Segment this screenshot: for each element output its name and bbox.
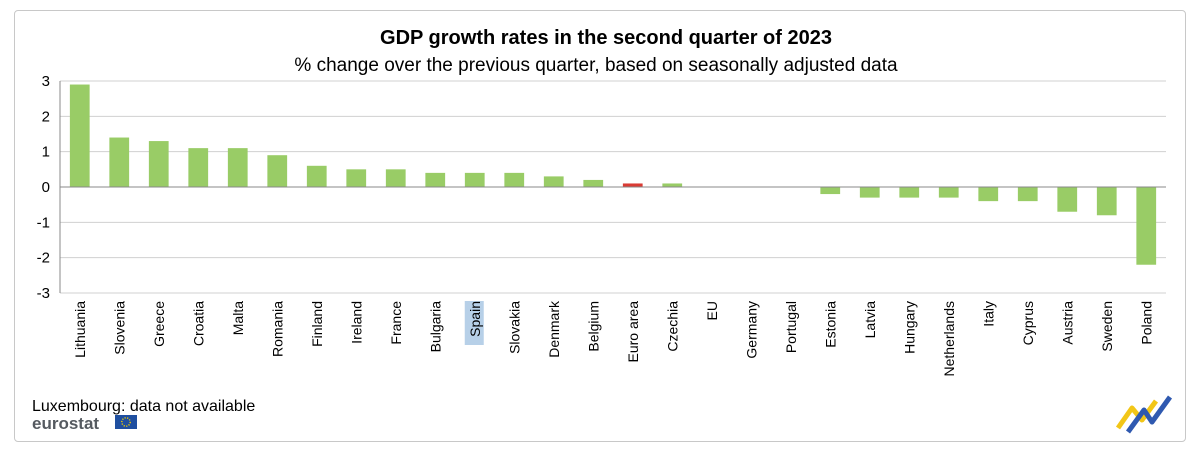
eurostat-wordmark: eurostat <box>32 414 99 433</box>
category-label: Austria <box>1059 301 1075 345</box>
bar-latvia <box>859 187 880 198</box>
label-selection-highlight <box>464 301 484 345</box>
category-label: Germany <box>743 301 759 359</box>
gridlines <box>59 80 1166 294</box>
bar-malta <box>227 148 248 187</box>
bar-romania <box>267 155 288 187</box>
category-label: Sweden <box>1099 301 1115 352</box>
category-label: Croatia <box>190 301 206 346</box>
bar-spain <box>464 172 485 187</box>
eurostat-chevron-logo <box>1115 395 1173 434</box>
bar-belgium <box>583 179 604 187</box>
y-axis-ticks: 3 2 1 0 -1 -2 -3 <box>37 73 50 302</box>
y-tick-label: 1 <box>42 144 50 161</box>
bar-italy <box>978 187 999 202</box>
y-tick-label: 2 <box>42 108 50 125</box>
category-label: France <box>388 301 404 345</box>
bars <box>69 84 1157 265</box>
footnote: Luxembourg: data not available <box>32 398 255 415</box>
y-tick-label: -1 <box>37 214 50 231</box>
y-tick-label: -2 <box>37 250 50 267</box>
category-label: Spain <box>467 301 483 337</box>
chart-frame <box>14 10 1186 442</box>
category-label: Latvia <box>862 301 878 339</box>
category-label: Bulgaria <box>427 301 443 353</box>
bar-cyprus <box>1017 187 1038 202</box>
category-label: Lithuania <box>72 301 88 358</box>
y-tick-label: -3 <box>37 285 50 302</box>
bar-euro-area <box>622 183 643 187</box>
bar-estonia <box>820 187 841 195</box>
category-label: EU <box>704 301 720 320</box>
chart-subtitle: % change over the previous quarter, base… <box>294 55 898 76</box>
bar-france <box>385 169 406 187</box>
chart-title: GDP growth rates in the second quarter o… <box>380 27 832 49</box>
category-label: Cyprus <box>1020 301 1036 345</box>
bar-ireland <box>346 169 367 187</box>
category-label: Poland <box>1138 301 1154 345</box>
category-label: Netherlands <box>941 301 957 377</box>
bar-austria <box>1057 187 1078 212</box>
bar-slovenia <box>109 137 130 187</box>
category-label: Slovakia <box>506 301 522 354</box>
category-label: Estonia <box>822 301 838 348</box>
category-labels: Lithuania Slovenia Greece Croatia Malta Roman… <box>72 300 1155 376</box>
bar-croatia <box>188 148 209 187</box>
category-label: Finland <box>309 301 325 347</box>
y-tick-label: 0 <box>42 179 50 196</box>
category-label: Portugal <box>783 301 799 353</box>
eu-flag-icon <box>115 415 137 429</box>
category-label: Czechia <box>664 301 680 352</box>
category-label: Italy <box>980 301 996 327</box>
bar-sweden <box>1096 187 1117 216</box>
bar-hungary <box>899 187 920 198</box>
bar-bulgaria <box>425 172 446 187</box>
bar-czechia <box>662 183 683 187</box>
category-label: Hungary <box>901 301 917 354</box>
category-label: Slovenia <box>111 301 127 355</box>
category-label: Belgium <box>585 301 601 352</box>
bar-netherlands <box>938 187 959 198</box>
bar-greece <box>148 141 169 187</box>
bar-lithuania <box>69 84 90 187</box>
bar-finland <box>306 165 327 187</box>
y-tick-label: 3 <box>42 73 50 90</box>
category-label: Denmark <box>546 300 562 358</box>
category-label: Euro area <box>625 301 641 363</box>
category-label: Romania <box>269 301 285 357</box>
bar-slovakia <box>504 172 525 187</box>
bar-poland <box>1136 187 1157 265</box>
bar-denmark <box>543 176 564 187</box>
category-label: Ireland <box>348 301 364 344</box>
category-label: Malta <box>230 301 246 335</box>
category-label: Greece <box>151 301 167 347</box>
